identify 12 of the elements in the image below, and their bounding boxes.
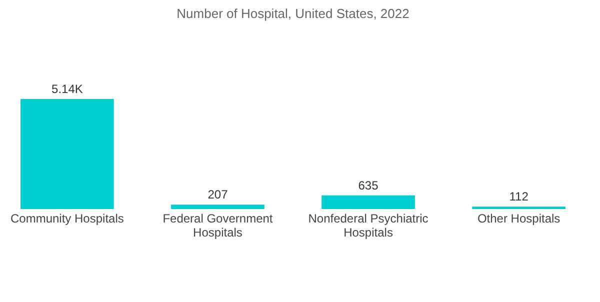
data-label: 207 <box>208 188 228 202</box>
bar <box>20 99 114 209</box>
bar <box>171 204 264 209</box>
x-tick-label: Other Hospitals <box>477 212 560 226</box>
data-label: 635 <box>358 178 379 192</box>
x-tick-label: Nonfederal Psychiatric Hospitals <box>308 212 428 240</box>
x-tick-label: Community Hospitals <box>10 212 124 226</box>
bar <box>322 195 415 209</box>
chart-title: Number of Hospital, United States, 2022 <box>176 6 410 21</box>
x-tick-label: Federal Government Hospitals <box>162 212 274 240</box>
data-label: 5.14K <box>52 82 83 96</box>
data-label: 112 <box>509 190 529 204</box>
